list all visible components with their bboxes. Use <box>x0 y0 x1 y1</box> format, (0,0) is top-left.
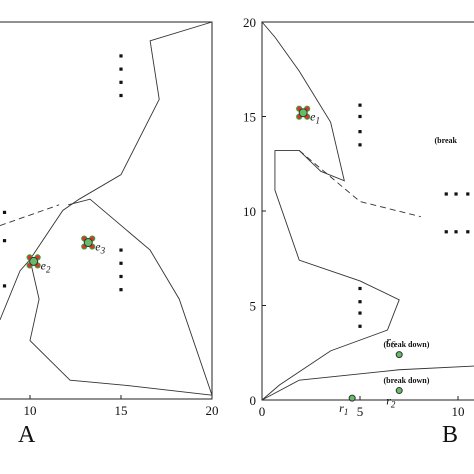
x-tick-label: 10 <box>24 403 37 418</box>
annotation: (break <box>434 136 457 145</box>
plot-frame <box>261 21 474 401</box>
trajectory <box>29 259 213 396</box>
obstacle <box>358 143 362 147</box>
robot <box>395 351 403 359</box>
y-tick-label: 5 <box>250 299 257 314</box>
obstacle <box>358 311 362 315</box>
trajectory <box>261 21 400 401</box>
trajectory <box>0 259 31 321</box>
obstacle <box>454 192 458 196</box>
robot-label-sub: 2 <box>391 400 396 410</box>
obstacle <box>358 324 362 328</box>
panel-labels: 10 15 20 A 0 5 10 0 5 10 15 20 B <box>18 15 465 448</box>
robot-label: r2 <box>386 394 396 410</box>
x-tick-label: 20 <box>206 403 219 418</box>
robot-label-letter: e <box>310 110 316 124</box>
panel-label: B <box>442 422 458 448</box>
obstacle <box>444 192 448 196</box>
x-tick-label: 5 <box>357 404 364 419</box>
robot-label: e3 <box>95 240 105 256</box>
annotation: (break down) <box>384 376 430 385</box>
panel-label: A <box>18 422 36 448</box>
obstacle <box>119 274 123 279</box>
obstacle <box>119 93 123 98</box>
robot-label-sub: 2 <box>46 264 51 274</box>
obstacle <box>358 103 362 107</box>
y-tick-label: 0 <box>250 393 257 408</box>
trajectory <box>261 365 474 401</box>
obstacle <box>454 230 458 234</box>
robot-label-sub: 1 <box>344 407 349 417</box>
annotation: (break down) <box>384 340 430 349</box>
trajectory <box>0 204 60 227</box>
obstacle <box>358 300 362 304</box>
robot-label-sub: 3 <box>100 246 106 256</box>
x-tick-label: 15 <box>115 403 128 418</box>
robot <box>395 387 403 395</box>
y-tick-label: 15 <box>243 110 256 125</box>
obstacle <box>119 67 123 71</box>
y-tick-label: 10 <box>243 204 256 219</box>
x-tick-label: 10 <box>452 404 465 419</box>
trajectory <box>29 21 213 260</box>
obstacle <box>119 261 123 265</box>
obstacle <box>119 80 123 84</box>
robot-label: e1 <box>310 110 320 126</box>
obstacle <box>466 192 470 196</box>
robot-label-letter: r <box>339 401 344 415</box>
obstacle <box>2 284 7 288</box>
robot-label-sub: 1 <box>315 116 320 126</box>
robot <box>29 256 39 266</box>
obstacle <box>358 114 362 119</box>
obstacle <box>466 230 470 234</box>
obstacle <box>444 230 448 234</box>
robot-label-letter: e <box>41 258 47 272</box>
obstacle <box>119 248 123 252</box>
trajectory <box>298 150 421 218</box>
y-tick-label: 20 <box>243 15 256 30</box>
robot-label: r1 <box>339 401 348 417</box>
robot-label-letter: r <box>386 334 391 348</box>
obstacle <box>2 210 7 214</box>
robot <box>348 394 356 402</box>
obstacle <box>358 130 362 134</box>
robot-label-letter: e <box>95 240 101 254</box>
robot <box>83 238 93 248</box>
obstacle <box>119 54 123 58</box>
obstacle <box>119 288 123 292</box>
obstacle <box>358 286 362 291</box>
x-tick-label: 0 <box>259 404 266 419</box>
trajectory <box>68 198 213 396</box>
robot-label: e2 <box>41 258 51 274</box>
robot-label-letter: r <box>386 394 391 408</box>
robot <box>298 108 308 118</box>
obstacle <box>2 239 7 243</box>
robot-label: r6 <box>386 334 396 350</box>
robot-label-sub: 6 <box>391 340 396 350</box>
